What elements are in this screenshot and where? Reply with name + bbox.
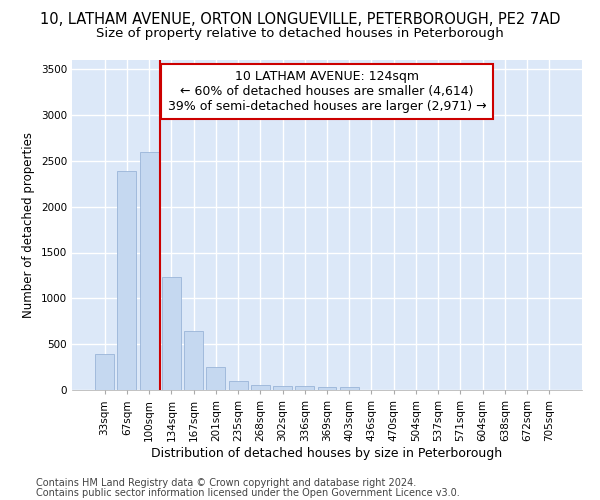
- Bar: [273, 386, 292, 390]
- Bar: [95, 354, 114, 390]
- Bar: [229, 381, 248, 390]
- Bar: [140, 152, 158, 390]
- Y-axis label: Number of detached properties: Number of detached properties: [22, 132, 35, 318]
- Bar: [162, 277, 181, 390]
- Bar: [317, 387, 337, 390]
- Bar: [295, 386, 314, 390]
- Text: 10 LATHAM AVENUE: 124sqm
← 60% of detached houses are smaller (4,614)
39% of sem: 10 LATHAM AVENUE: 124sqm ← 60% of detach…: [167, 70, 487, 113]
- Bar: [118, 171, 136, 390]
- Bar: [206, 367, 225, 390]
- Bar: [251, 385, 270, 390]
- Text: 10, LATHAM AVENUE, ORTON LONGUEVILLE, PETERBOROUGH, PE2 7AD: 10, LATHAM AVENUE, ORTON LONGUEVILLE, PE…: [40, 12, 560, 28]
- Bar: [184, 332, 203, 390]
- Text: Contains public sector information licensed under the Open Government Licence v3: Contains public sector information licen…: [36, 488, 460, 498]
- Bar: [340, 387, 359, 390]
- X-axis label: Distribution of detached houses by size in Peterborough: Distribution of detached houses by size …: [151, 446, 503, 460]
- Text: Contains HM Land Registry data © Crown copyright and database right 2024.: Contains HM Land Registry data © Crown c…: [36, 478, 416, 488]
- Text: Size of property relative to detached houses in Peterborough: Size of property relative to detached ho…: [96, 28, 504, 40]
